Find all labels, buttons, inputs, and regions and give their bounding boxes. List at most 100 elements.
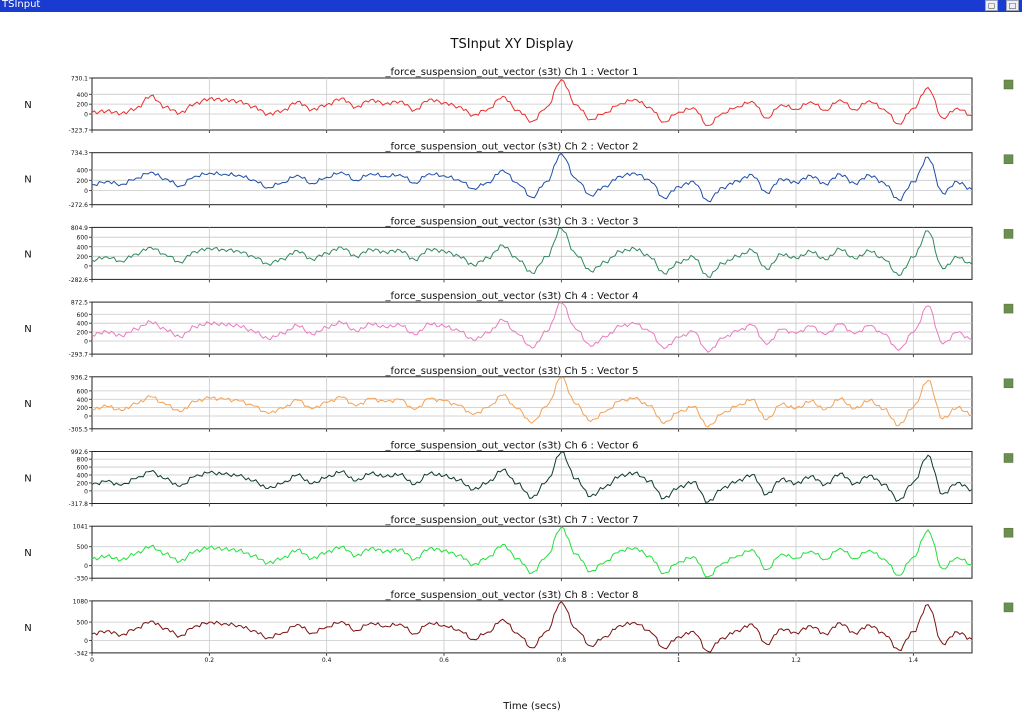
- panel-7: _force_suspension_out_vector (s3t) Ch 7 …: [24, 515, 1014, 583]
- y-tick-label: 872.5: [71, 300, 88, 307]
- y-tick-label: 0: [84, 263, 88, 270]
- legend-marker: [1003, 79, 1014, 90]
- series-line-5: [91, 376, 973, 428]
- y-unit-label: N: [24, 548, 31, 559]
- y-tick-label: 804.9: [71, 225, 88, 232]
- y-tick-label: 0: [84, 563, 88, 570]
- legend-marker: [1003, 154, 1014, 164]
- panel-frame: [91, 600, 973, 654]
- x-axis-label: Time (secs): [502, 701, 561, 712]
- x-tick-label: 0.4: [322, 657, 332, 664]
- panel-title: _force_suspension_out_vector (s3t) Ch 8 …: [385, 590, 639, 601]
- y-unit-label: N: [24, 324, 31, 335]
- legend-marker: [1003, 229, 1014, 239]
- series-line-8: [91, 600, 973, 653]
- y-unit-label: N: [24, 399, 31, 410]
- y-tick-label: 0: [84, 188, 88, 195]
- y-tick-label: -305.5: [69, 426, 89, 433]
- y-tick-label: -330: [74, 576, 88, 583]
- x-tick-label: 0.6: [439, 657, 449, 664]
- series-line-3: [91, 227, 973, 278]
- y-unit-label: N: [24, 100, 31, 111]
- legend-marker: [1003, 453, 1014, 463]
- x-tick-label: 1.2: [791, 657, 801, 664]
- y-tick-label: 0: [84, 638, 88, 645]
- x-tick-label: 1: [677, 657, 681, 664]
- series-line-4: [91, 302, 973, 353]
- y-tick-label: -317.8: [69, 501, 89, 508]
- panel-title: _force_suspension_out_vector (s3t) Ch 2 …: [385, 142, 639, 153]
- panel-frame: [91, 376, 973, 430]
- y-tick-label: 730.1: [71, 76, 88, 83]
- y-tick-label: 0: [84, 339, 88, 346]
- panel-5: _force_suspension_out_vector (s3t) Ch 5 …: [24, 366, 1014, 433]
- panel-title: _force_suspension_out_vector (s3t) Ch 7 …: [385, 515, 639, 526]
- title-bar: TSInput ▢ □: [0, 0, 1022, 12]
- legend-marker: [1003, 527, 1014, 538]
- y-tick-label: 200: [77, 254, 89, 261]
- x-tick-label: 0: [90, 657, 94, 664]
- window-title: TSInput: [2, 0, 41, 10]
- panel-1: _force_suspension_out_vector (s3t) Ch 1 …: [24, 67, 1014, 135]
- y-tick-label: 1080: [73, 598, 88, 605]
- panel-4: _force_suspension_out_vector (s3t) Ch 4 …: [24, 291, 1014, 359]
- y-tick-label: -282.6: [69, 277, 89, 284]
- y-tick-label: 992.6: [71, 449, 88, 456]
- y-unit-label: N: [24, 249, 31, 260]
- panel-frame: [91, 226, 973, 280]
- y-tick-label: 936.2: [71, 374, 88, 381]
- series-line-1: [91, 78, 973, 126]
- y-tick-label: 200: [77, 102, 89, 109]
- y-tick-label: 600: [77, 235, 89, 242]
- y-tick-label: 600: [77, 312, 89, 319]
- restore-icon[interactable]: ▢: [985, 0, 998, 11]
- y-unit-label: N: [24, 474, 31, 485]
- maximize-icon[interactable]: □: [1006, 0, 1019, 11]
- series-line-7: [91, 526, 973, 578]
- y-tick-label: -293.7: [69, 352, 89, 359]
- y-tick-label: 200: [77, 330, 89, 337]
- panel-title: _force_suspension_out_vector (s3t) Ch 1 …: [385, 67, 639, 78]
- y-tick-label: 400: [77, 397, 89, 404]
- legend-marker: [1003, 303, 1014, 314]
- panel-frame: [91, 451, 973, 504]
- y-tick-label: 500: [77, 620, 89, 627]
- panel-frame: [91, 301, 973, 355]
- y-unit-label: N: [24, 175, 31, 186]
- series-line-2: [91, 152, 973, 203]
- y-tick-label: -272.6: [69, 202, 89, 209]
- panel-8: _force_suspension_out_vector (s3t) Ch 8 …: [24, 590, 1014, 657]
- y-tick-label: 200: [77, 480, 89, 487]
- y-tick-label: 400: [77, 167, 89, 174]
- x-tick-label: 0.2: [205, 657, 215, 664]
- panel-3: _force_suspension_out_vector (s3t) Ch 3 …: [24, 216, 1014, 284]
- y-tick-label: 500: [77, 544, 89, 551]
- y-tick-label: -342: [74, 650, 88, 657]
- y-tick-label: 400: [77, 92, 89, 99]
- y-tick-label: -323.7: [69, 128, 89, 135]
- y-tick-label: 0: [84, 414, 88, 421]
- y-tick-label: 400: [77, 244, 89, 251]
- y-tick-label: 0: [84, 488, 88, 495]
- chart-title: TSInput XY Display: [450, 37, 574, 52]
- legend-marker: [1003, 378, 1014, 389]
- y-unit-label: N: [24, 623, 31, 634]
- y-tick-label: 0: [84, 112, 88, 119]
- y-tick-label: 1041: [73, 524, 88, 531]
- panel-title: _force_suspension_out_vector (s3t) Ch 3 …: [385, 216, 639, 227]
- y-tick-label: 600: [77, 465, 89, 472]
- panel-title: _force_suspension_out_vector (s3t) Ch 5 …: [385, 366, 639, 377]
- y-tick-label: 600: [77, 388, 89, 395]
- x-tick-label: 1.4: [909, 657, 919, 664]
- y-tick-label: 800: [77, 457, 89, 464]
- panel-title: _force_suspension_out_vector (s3t) Ch 4 …: [385, 291, 639, 302]
- y-tick-label: 400: [77, 473, 89, 480]
- x-tick-labels: 0 0.2 0.4 0.6 0.8 1 1.2 1.4: [90, 657, 918, 664]
- y-tick-label: 200: [77, 178, 89, 185]
- panel-frame: [91, 525, 973, 579]
- series-line-6: [91, 451, 973, 503]
- y-tick-label: 200: [77, 405, 89, 412]
- panel-frame: [91, 152, 973, 206]
- x-tick-label: 0.8: [557, 657, 567, 664]
